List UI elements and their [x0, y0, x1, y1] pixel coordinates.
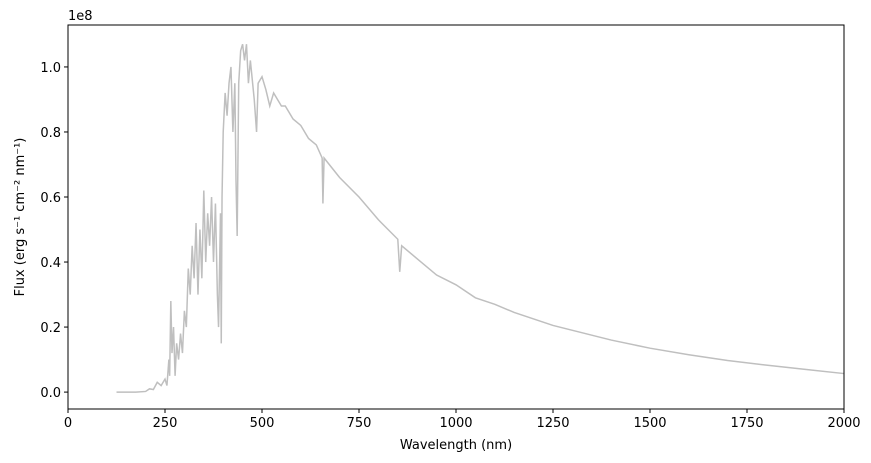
x-tick-label: 500: [250, 416, 275, 431]
x-axis-label: Wavelength (nm): [400, 438, 512, 453]
y-axis-label: Flux (erg s⁻¹ cm⁻² nm⁻¹): [13, 138, 28, 297]
y-offset-label: 1e8: [68, 9, 93, 24]
x-tick-label: 1500: [633, 416, 666, 431]
x-tick-label: 1000: [439, 416, 472, 431]
plot-frame: [67, 24, 845, 410]
x-tick-label: 2000: [827, 416, 860, 431]
x-tick-label: 1750: [730, 416, 763, 431]
x-tick-label: 1250: [536, 416, 569, 431]
y-tick-label: 0.8: [40, 126, 61, 141]
y-tick-label: 0.6: [40, 191, 61, 206]
y-tick-label: 0.4: [40, 256, 61, 271]
spectrum-line: [116, 43, 845, 393]
y-tick-label: 0.2: [40, 321, 61, 336]
x-tick-label: 750: [347, 416, 372, 431]
x-tick-label: 250: [153, 416, 178, 431]
x-tick-label: 0: [64, 416, 72, 431]
y-tick-label: 1.0: [40, 61, 61, 76]
y-tick-label: 0.0: [40, 386, 61, 401]
